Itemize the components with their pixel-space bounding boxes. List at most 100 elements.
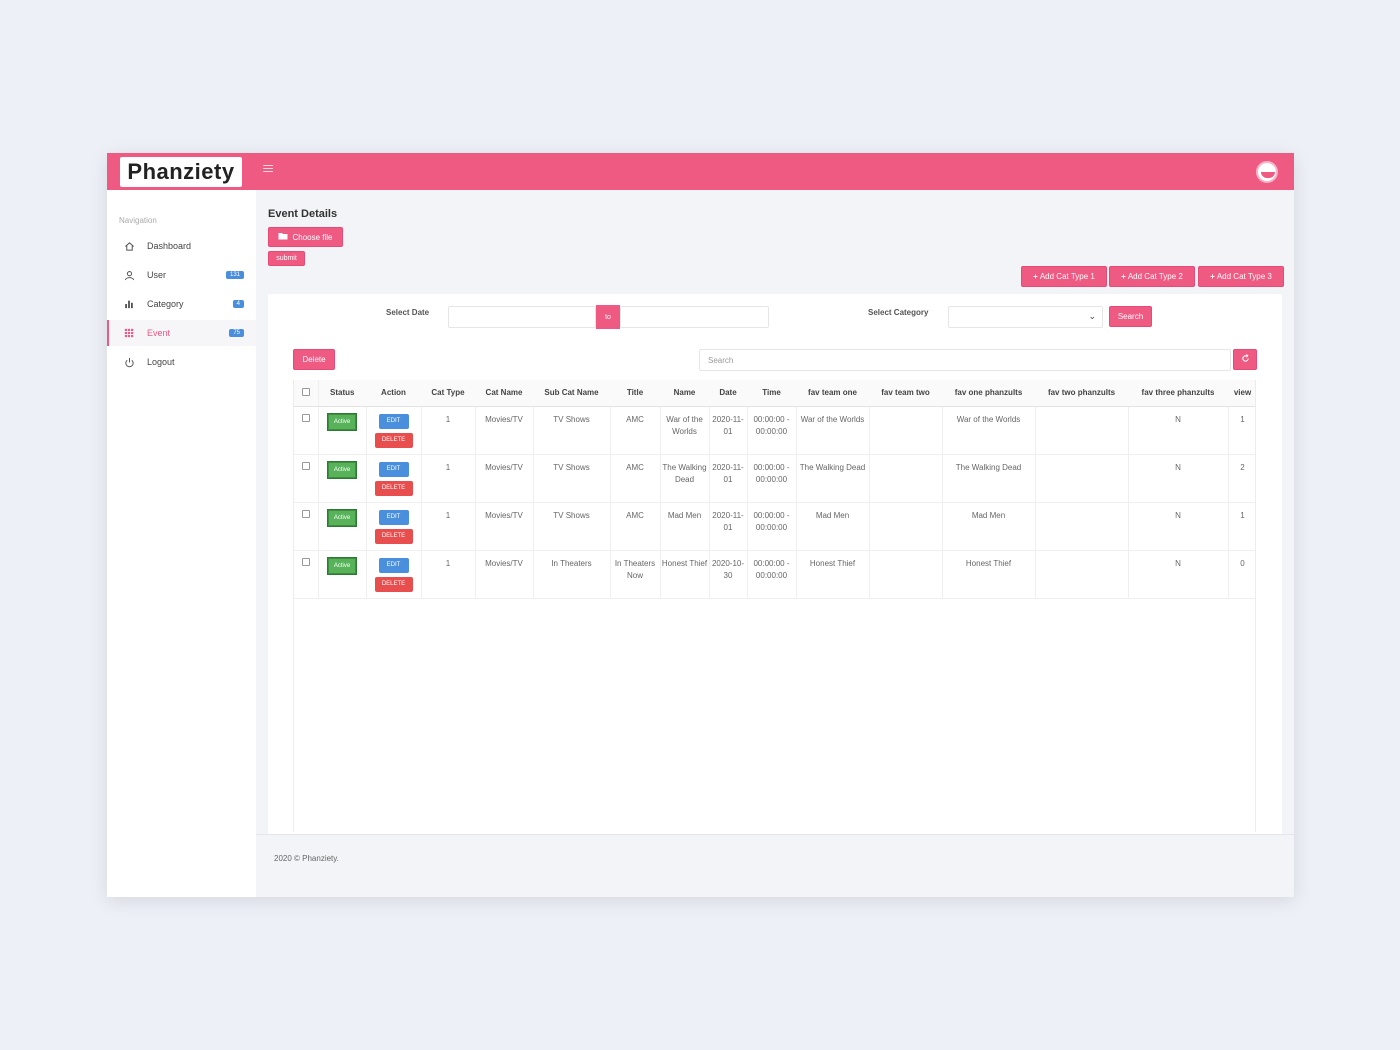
cell-fav-one-phanzults: The Walking Dead	[942, 454, 1036, 503]
status-cell: Active	[318, 550, 367, 599]
add-cat-type-1-button[interactable]: + Add Cat Type 1	[1021, 266, 1107, 287]
cell-fav-two-phanzults	[1035, 454, 1129, 503]
bar-chart-icon	[123, 298, 135, 310]
cell-title: AMC	[610, 454, 661, 503]
edit-button[interactable]: EDIT	[378, 413, 409, 429]
cell-fav-one-phanzults: Mad Men	[942, 502, 1036, 551]
column-header[interactable]: Sub Cat Name	[533, 380, 610, 407]
end-date-input[interactable]	[620, 306, 769, 328]
cell-sub-cat-name: TV Shows	[533, 454, 611, 503]
add-cat-type-2-button[interactable]: + Add Cat Type 2	[1109, 266, 1195, 287]
cell-fav-two-phanzults	[1035, 406, 1129, 455]
row-checkbox-cell	[294, 502, 319, 551]
sidebar-item-label: Category	[147, 299, 184, 309]
user-icon	[123, 269, 135, 281]
to-label: to	[596, 305, 620, 329]
sidebar-item-dashboard[interactable]: Dashboard	[107, 233, 256, 259]
delete-button[interactable]: DELETE	[374, 576, 413, 592]
column-header[interactable]: Status	[318, 380, 366, 407]
table-row: Active EDIT DELETE 1 Movies/TV TV Shows AMC The…	[294, 454, 1255, 503]
row-checkbox[interactable]	[301, 509, 310, 518]
column-header[interactable]: Name	[660, 380, 709, 407]
table-row: Active EDIT DELETE 1 Movies/TV In Theaters In …	[294, 550, 1255, 599]
category-count-badge: 4	[232, 300, 244, 308]
status-cell: Active	[318, 502, 367, 551]
column-header[interactable]: Title	[610, 380, 660, 407]
sidebar-item-user[interactable]: User 131	[107, 262, 256, 288]
cell-date: 2020-10-30	[709, 550, 748, 599]
column-header[interactable]: fav team one	[796, 380, 869, 407]
column-header[interactable]: Date	[709, 380, 747, 407]
sidebar-item-label: Dashboard	[147, 241, 192, 251]
cell-cat-type: 1	[421, 406, 476, 455]
cell-time: 00:00:00 - 00:00:00	[747, 406, 797, 455]
delete-button[interactable]: DELETE	[374, 528, 413, 544]
delete-selected-button[interactable]: Delete	[293, 349, 335, 370]
sidebar-item-event[interactable]: Event 75	[107, 320, 256, 346]
row-checkbox[interactable]	[301, 413, 310, 422]
status-cell: Active	[318, 406, 367, 455]
select-all-checkbox[interactable]	[301, 387, 310, 396]
column-header[interactable]: fav two phanzults	[1035, 380, 1128, 407]
submit-button[interactable]: submit	[268, 251, 305, 266]
add-cat-type-3-button[interactable]: + Add Cat Type 3	[1198, 266, 1284, 287]
column-header[interactable]: fav three phanzults	[1128, 380, 1228, 407]
row-checkbox[interactable]	[301, 461, 310, 470]
cell-time: 00:00:00 - 00:00:00	[747, 502, 797, 551]
cell-fav-team-one: Mad Men	[796, 502, 870, 551]
cell-name: War of the Worlds	[660, 406, 710, 455]
cell-title: AMC	[610, 406, 661, 455]
cell-fav-three-phanzults: N	[1128, 454, 1229, 503]
cell-title: AMC	[610, 502, 661, 551]
column-header[interactable]: fav one phanzults	[942, 380, 1035, 407]
delete-button[interactable]: DELETE	[374, 432, 413, 448]
cell-date: 2020-11-01	[709, 454, 748, 503]
status-badge: Active	[327, 509, 357, 526]
plus-icon: +	[1210, 272, 1215, 281]
menu-toggle-icon[interactable]	[263, 165, 273, 175]
column-header[interactable]: fav team two	[869, 380, 942, 407]
search-button[interactable]: Search	[1109, 306, 1152, 327]
start-date-input[interactable]	[448, 306, 596, 328]
sidebar-item-category[interactable]: Category 4	[107, 291, 256, 317]
sidebar-item-label: Logout	[147, 357, 175, 367]
cell-fav-team-two	[869, 502, 943, 551]
delete-button[interactable]: DELETE	[374, 480, 413, 496]
row-checkbox[interactable]	[301, 557, 310, 566]
column-header[interactable]: Cat Name	[475, 380, 533, 407]
column-header[interactable]: view	[1228, 380, 1255, 407]
sidebar-item-logout[interactable]: Logout	[107, 349, 256, 375]
cell-cat-type: 1	[421, 550, 476, 599]
column-header[interactable]: Action	[366, 380, 421, 407]
cell-fav-team-one: Honest Thief	[796, 550, 870, 599]
refresh-button[interactable]	[1233, 349, 1257, 370]
cell-fav-team-one: War of the Worlds	[796, 406, 870, 455]
cell-fav-team-two	[869, 406, 943, 455]
cell-fav-three-phanzults: N	[1128, 550, 1229, 599]
status-badge: Active	[327, 461, 357, 478]
category-select[interactable]: ⌄	[948, 306, 1103, 328]
cell-cat-name: Movies/TV	[475, 454, 534, 503]
action-cell: EDIT DELETE	[366, 502, 422, 551]
choose-file-button[interactable]: Choose file	[268, 227, 343, 247]
plus-icon: +	[1033, 272, 1038, 281]
table-search-input[interactable]: Search	[699, 349, 1231, 371]
edit-button[interactable]: EDIT	[378, 557, 409, 573]
cell-cat-type: 1	[421, 454, 476, 503]
column-header[interactable]: Time	[747, 380, 796, 407]
home-icon	[123, 240, 135, 252]
user-avatar[interactable]	[1256, 161, 1278, 183]
column-header[interactable]: Cat Type	[421, 380, 475, 407]
select-category-label: Select Category	[868, 308, 929, 317]
cell-fav-three-phanzults: N	[1128, 502, 1229, 551]
edit-button[interactable]: EDIT	[378, 461, 409, 477]
footer: 2020 © Phanziety.	[256, 834, 1294, 897]
event-count-badge: 75	[229, 329, 244, 337]
cell-name: The Walking Dead	[660, 454, 710, 503]
edit-button[interactable]: EDIT	[378, 509, 409, 525]
cell-cat-name: Movies/TV	[475, 550, 534, 599]
cell-view: 1	[1228, 502, 1255, 551]
cell-cat-name: Movies/TV	[475, 502, 534, 551]
cell-sub-cat-name: TV Shows	[533, 406, 611, 455]
cell-sub-cat-name: TV Shows	[533, 502, 611, 551]
